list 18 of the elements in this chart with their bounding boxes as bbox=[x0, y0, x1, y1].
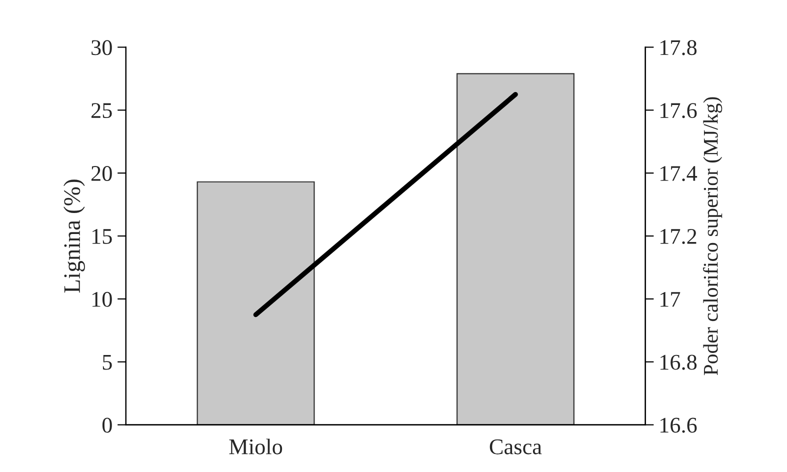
y-axis-title: Lignina (%) bbox=[63, 180, 85, 293]
x-tick-label: Miolo bbox=[229, 438, 282, 454]
x-tick-label: Casca bbox=[490, 439, 542, 454]
y2-tick-label: 16.8 bbox=[660, 354, 697, 370]
y2-tick-label: 17 bbox=[660, 292, 680, 307]
y2-axis-title: Poder calorifico superior (MJ/kg) bbox=[702, 97, 722, 376]
y-tick-label: 5 bbox=[102, 355, 112, 370]
y-tick-label: 30 bbox=[92, 40, 112, 56]
y2-tick-label: 16.6 bbox=[660, 418, 697, 433]
y2-tick-label: 17.4 bbox=[660, 166, 698, 182]
y2-tick-label: 17.8 bbox=[660, 40, 697, 56]
y-tick-label: 20 bbox=[91, 166, 112, 181]
y2-tick-label: 17.2 bbox=[660, 228, 696, 244]
y-tick-label: 15 bbox=[92, 229, 112, 244]
y2-tick-label: 17.6 bbox=[660, 103, 697, 118]
y-tick-label: 0 bbox=[102, 418, 112, 433]
y-tick-label: 10 bbox=[92, 292, 112, 307]
y-tick-label: 25 bbox=[91, 103, 112, 118]
